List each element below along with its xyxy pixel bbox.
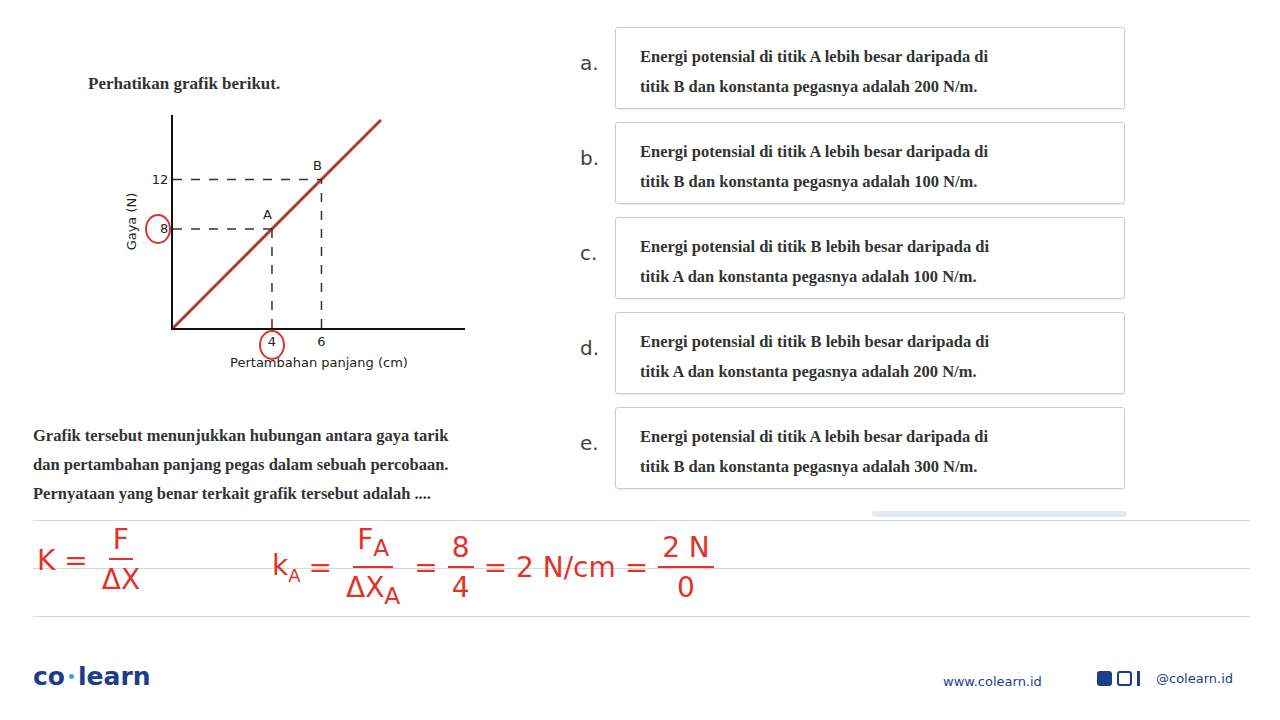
html-text:Energi potensial di titik A le: Energi potensial di titik A lebih besar … [640, 142, 989, 161]
html-text:@colearn.id: @colearn.id [1156, 671, 1233, 686]
svg-text:Gaya (N): Gaya (N) [124, 193, 139, 251]
html-text:Energi potensial di titik B le: Energi potensial di titik B lebih besar … [640, 332, 989, 351]
html-text:b.: b. [580, 146, 600, 170]
html-text:Energi potensial di titik A le: Energi potensial di titik A lebih besar … [640, 47, 989, 66]
html-text:ΔXA: ΔXA [346, 570, 401, 610]
svg-text:4: 4 [268, 334, 276, 349]
html-text:learn: learn [78, 662, 151, 691]
html-text:dan pertambahan panjang pegas: dan pertambahan panjang pegas dalam sebu… [33, 455, 449, 474]
html-text:Pernyataan yang benar terkait: Pernyataan yang benar terkait grafik ter… [33, 484, 431, 503]
html-text:K =: K = [37, 543, 88, 577]
html-text:kA =: kA = [272, 549, 332, 586]
html-text:titik A dan konstanta pegasnya: titik A dan konstanta pegasnya adalah 10… [640, 267, 977, 286]
html-text:c.: c. [580, 241, 598, 265]
svg-text:A: A [263, 207, 272, 222]
html-text:= 2 N/cm =: = 2 N/cm = [483, 551, 649, 585]
html-text:Grafik tersebut menunjukkan hu: Grafik tersebut menunjukkan hubungan ant… [33, 426, 449, 445]
html-text:0: 0 [677, 570, 695, 604]
svg-text:B: B [313, 158, 322, 173]
html-text:a.: a. [580, 51, 599, 75]
html-text:e.: e. [580, 431, 599, 455]
html-text:titik B dan konstanta pegasnya: titik B dan konstanta pegasnya adalah 20… [640, 77, 978, 96]
html-text:Perhatikan grafik berikut.: Perhatikan grafik berikut. [88, 74, 281, 93]
html-text:ΔX: ΔX [101, 563, 141, 596]
html-text:F: F [112, 523, 129, 556]
html-text:titik A dan konstanta pegasnya: titik A dan konstanta pegasnya adalah 20… [640, 362, 977, 381]
svg-text:Pertambahan panjang (cm): Pertambahan panjang (cm) [230, 355, 408, 370]
html-text:FA: FA [357, 523, 390, 562]
html-text:8: 8 [451, 530, 470, 564]
html-text:titik B dan konstanta pegasnya: titik B dan konstanta pegasnya adalah 10… [640, 172, 978, 191]
html-text:co: co [33, 662, 65, 691]
html-text:d.: d. [580, 336, 600, 360]
html-text:www.colearn.id: www.colearn.id [943, 674, 1042, 689]
html-text:4: 4 [451, 570, 470, 604]
html-text:Energi potensial di titik B le: Energi potensial di titik B lebih besar … [640, 237, 989, 256]
html-text:titik B dan konstanta pegasnya: titik B dan konstanta pegasnya adalah 30… [640, 457, 978, 476]
svg-text:8: 8 [160, 221, 168, 236]
html-text:Energi potensial di titik A le: Energi potensial di titik A lebih besar … [640, 427, 989, 446]
svg-text:12: 12 [152, 172, 169, 187]
html-text:2 N: 2 N [662, 530, 710, 564]
svg-text:6: 6 [317, 334, 325, 349]
